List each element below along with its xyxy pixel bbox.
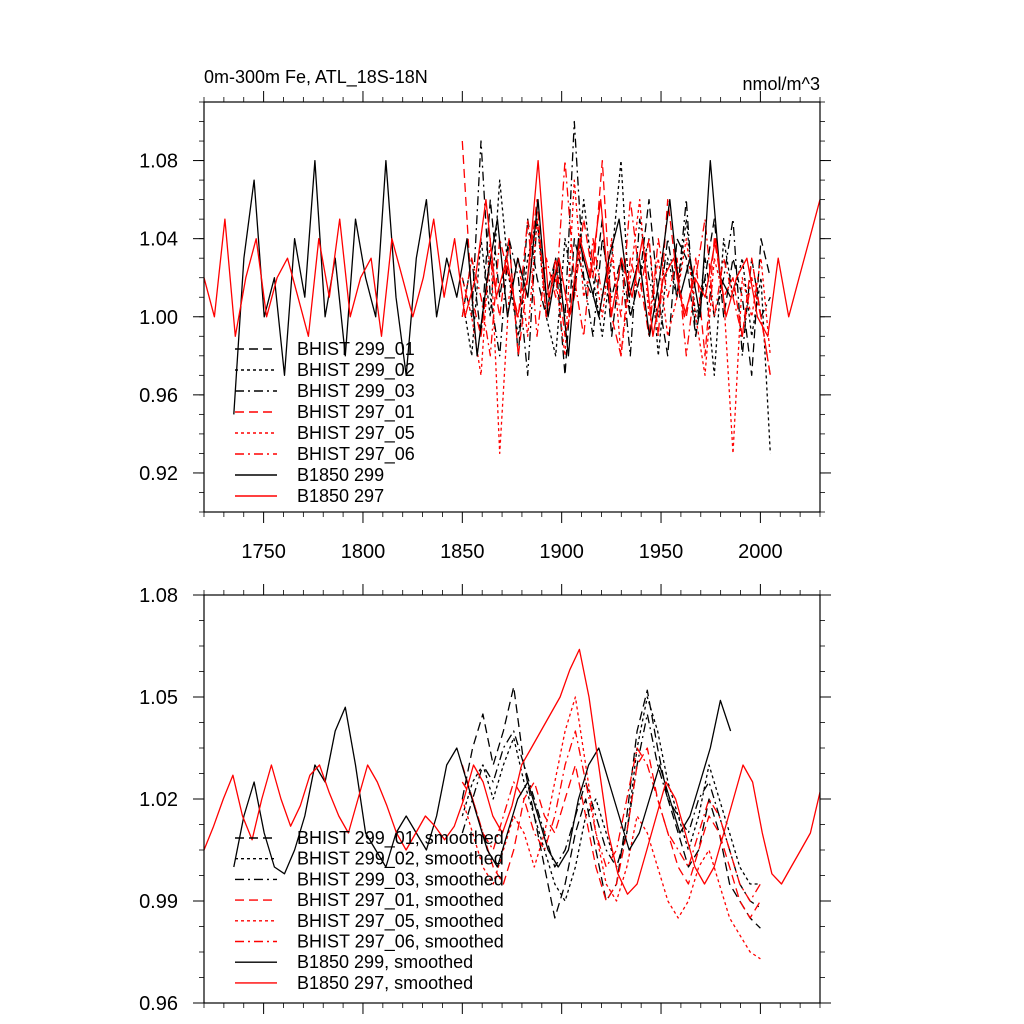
top-y-tick-label: 1.04 [139,229,178,251]
top-panel-title: 0m-300m Fe, ATL_18S-18N [204,67,428,88]
legend-label: BHIST 297_06, smoothed [297,932,504,953]
series-line-bhist-297-06-smoothed [461,730,761,902]
legend-label: BHIST 299_03 [297,381,415,402]
legend-item: BHIST 299_02 [235,360,415,381]
series-line-bhist-299-02-smoothed [461,696,761,902]
series-line-bhist-297-05-smoothed [461,696,761,960]
top-x-tick-label: 2000 [738,541,783,563]
bottom-y-tick-label: 1.08 [139,585,178,607]
bottom-panel: 0.96 0.99 1.02 1.05 1.08 BHIST 299_01, smoot… [139,584,831,1015]
legend-item: B1850 299 [235,465,384,485]
legend-label: BHIST 297_01, smoothed [297,890,504,911]
bottom-panel-frame [203,594,821,1004]
legend-item: BHIST 297_01 [235,402,415,423]
series-line-bhist-297-05 [461,179,771,455]
top-y-tick-label: 1.00 [139,307,178,329]
legend-item: B1850 297 [235,486,384,506]
legend-label: BHIST 299_01, smoothed [297,828,504,849]
top-x-tick-label: 1900 [539,541,584,563]
bottom-y-tick-label: 1.05 [139,687,178,709]
legend-item: BHIST 297_06, smoothed [235,932,504,953]
legend-item: B1850 297, smoothed [235,973,473,993]
series-line-b1850-297 [204,159,820,337]
legend-item: BHIST 299_02, smoothed [235,849,504,870]
series-line-bhist-299-03 [461,120,771,376]
top-panel: 0m-300m Fe, ATL_18S-18N nmol/m^3 1750 180… [139,67,831,563]
legend-label: BHIST 297_01 [297,402,415,423]
bottom-panel-series [204,648,820,960]
top-x-tick-label: 1750 [241,541,286,563]
series-line-bhist-297-01 [461,140,771,376]
bottom-y-tick-label: 0.96 [139,993,178,1015]
top-y-tick-label: 0.96 [139,385,178,407]
legend-item: B1850 299, smoothed [235,952,473,972]
legend-item: BHIST 297_05 [235,423,415,444]
legend-label: B1850 299, smoothed [297,952,473,972]
top-panel-series [204,120,820,455]
legend-label: BHIST 299_02, smoothed [297,849,504,870]
legend-label: BHIST 299_02 [297,360,415,381]
legend-item: BHIST 297_05, smoothed [235,911,504,932]
legend-label: B1850 297 [297,486,384,506]
legend-label: BHIST 299_01 [297,339,415,360]
top-panel-units: nmol/m^3 [743,74,820,94]
top-x-tick-label: 1800 [341,541,386,563]
series-line-b1850-297-smoothed [204,648,820,895]
legend-item: BHIST 299_03 [235,381,415,402]
bottom-y-tick-label: 1.02 [139,789,178,811]
legend-label: BHIST 297_05, smoothed [297,911,504,932]
top-y-tick-label: 1.08 [139,151,178,173]
legend-label: B1850 299 [297,465,384,485]
bottom-y-tick-label: 0.99 [139,891,178,913]
legend-item: BHIST 299_01 [235,339,415,360]
series-line-b1850-299 [233,159,732,415]
top-y-tick-label: 0.92 [139,463,178,485]
legend-label: BHIST 297_05 [297,423,415,444]
legend-label: B1850 297, smoothed [297,973,473,993]
top-panel-frame [203,101,821,513]
legend-label: BHIST 299_03, smoothed [297,869,504,890]
top-panel-axes: 1750 1800 1850 1900 1950 2000 0.92 0.96 1.00 1.04… [139,91,831,563]
legend-item: BHIST 299_03, smoothed [235,869,504,890]
series-line-bhist-297-01-smoothed [461,747,761,919]
top-x-tick-label: 1850 [440,541,485,563]
legend-item: BHIST 299_01, smoothed [235,828,504,849]
bottom-panel-axes: 0.96 0.99 1.02 1.05 1.08 [139,584,831,1015]
top-x-tick-label: 1950 [639,541,684,563]
legend-item: BHIST 297_06 [235,444,415,465]
legend-item: BHIST 297_01, smoothed [235,890,504,911]
legend-label: BHIST 297_06 [297,444,415,465]
